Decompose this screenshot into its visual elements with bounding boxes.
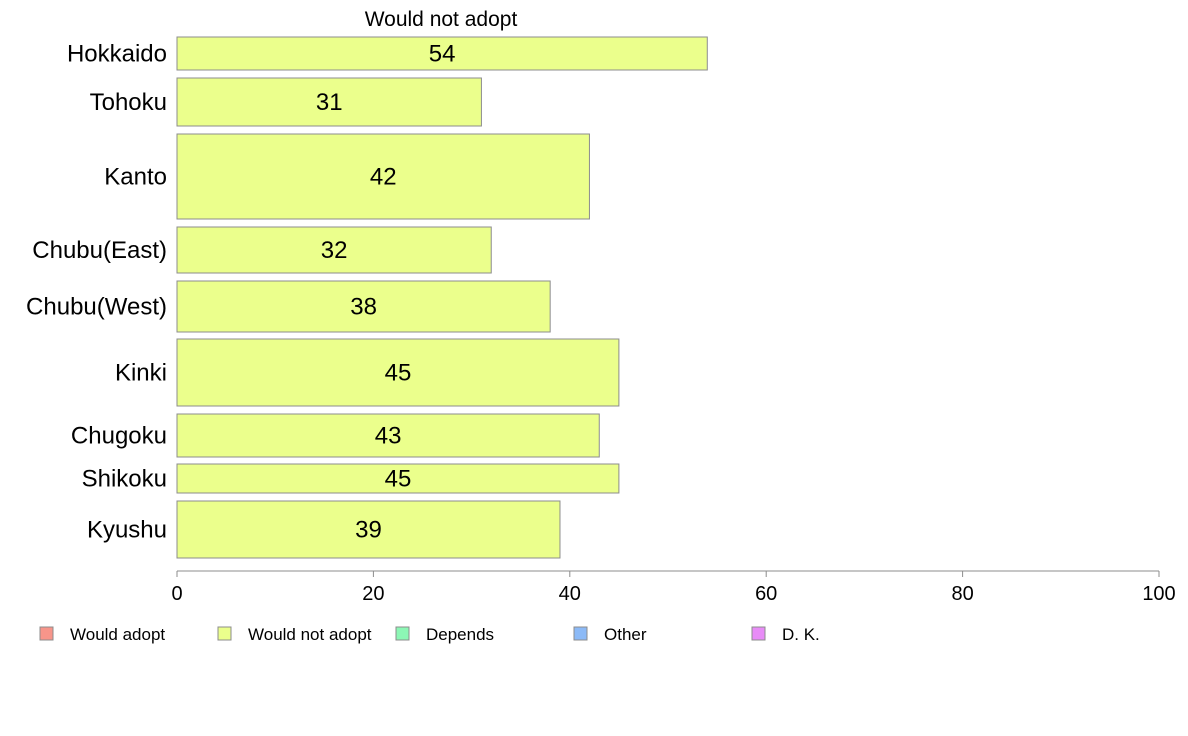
bar-value-label: 45 [385, 360, 412, 387]
x-tick-label: 100 [1142, 583, 1175, 605]
legend-label: Other [604, 625, 647, 644]
bar-value-label: 31 [316, 89, 343, 116]
bar-kyushu [176, 500, 561, 559]
bar-value-label: 54 [429, 41, 456, 68]
legend-swatch [573, 626, 588, 641]
category-label: Chubu(East) [32, 237, 167, 264]
x-tick-label: 0 [171, 583, 182, 605]
legend-swatch [395, 626, 410, 641]
bar-value-label: 42 [370, 164, 397, 191]
bar-chugoku [176, 413, 600, 458]
category-label: Kinki [115, 360, 167, 387]
legend-label: D. K. [782, 625, 820, 644]
bar-value-label: 38 [350, 294, 377, 321]
bar-value-label: 43 [375, 423, 402, 450]
x-tick-label: 60 [755, 583, 777, 605]
bar-kinki [176, 338, 620, 407]
bar-value-label: 45 [385, 466, 412, 493]
bar-value-label: 32 [321, 237, 348, 264]
legend-swatch [751, 626, 766, 641]
legend-label: Would not adopt [248, 625, 372, 644]
bar-kanto [176, 133, 590, 220]
x-tick-label: 80 [951, 583, 973, 605]
category-label: Hokkaido [67, 41, 167, 68]
bar-chubu-east- [176, 226, 492, 274]
category-label: Chubu(West) [26, 294, 167, 321]
category-label: Kanto [104, 164, 167, 191]
bar-hokkaido [176, 36, 708, 71]
x-tick-label: 20 [362, 583, 384, 605]
bar-value-label: 39 [355, 517, 382, 544]
category-label: Tohoku [90, 89, 167, 116]
legend-swatch [217, 626, 232, 641]
legend-swatch [39, 626, 54, 641]
category-label: Kyushu [87, 517, 167, 544]
bar-shikoku [176, 463, 620, 494]
category-label: Shikoku [82, 466, 167, 493]
x-tick-label: 40 [559, 583, 581, 605]
bar-chubu-west- [176, 280, 551, 333]
chart-title: Would not adopt [365, 8, 518, 31]
category-label: Chugoku [71, 423, 167, 450]
x-axis: 0 20 40 60 80 100 [171, 570, 1176, 605]
legend-label: Depends [426, 625, 494, 644]
bar-tohoku [176, 77, 482, 127]
legend: Would adopt Would not adopt Depends Other D.… [39, 625, 820, 644]
legend-label: Would adopt [70, 625, 165, 644]
bars-group: 54 Hokkaido 31 Tohoku 42 Kanto 32 Chubu(East) 38… [26, 36, 708, 559]
